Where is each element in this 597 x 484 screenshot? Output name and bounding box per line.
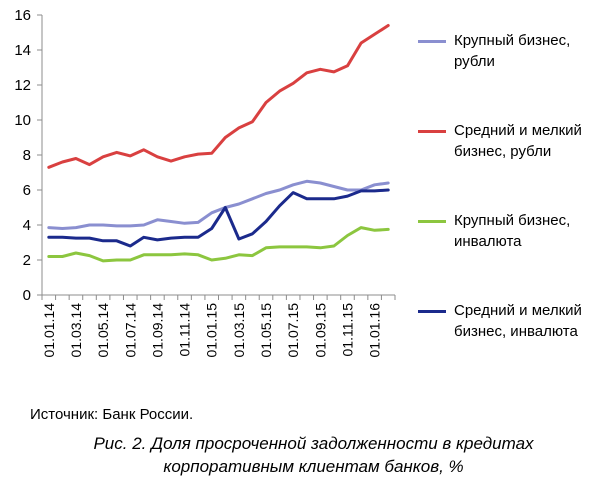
x-tick-label: 01.01.15 xyxy=(204,303,220,358)
legend-label-line: Средний и мелкий xyxy=(454,302,582,319)
x-tick-label: 01.11.14 xyxy=(177,303,193,357)
legend-label-large-rub: Крупный бизнес, рубли xyxy=(454,30,594,72)
x-tick-label: 01.07.15 xyxy=(285,303,301,358)
series-line-large-fx xyxy=(47,226,390,263)
x-tick-label: 01.09.15 xyxy=(312,303,328,358)
caption-line: Рис. 2. Доля просроченной задолженности … xyxy=(93,434,534,453)
x-tick-label: 01.09.14 xyxy=(149,303,165,358)
x-tick-label: 01.11.15 xyxy=(339,303,355,357)
y-tick-label: 10 xyxy=(14,112,31,129)
y-tick-label: 2 xyxy=(23,252,31,269)
series-line-sme-fx xyxy=(47,188,390,248)
legend-swatch-sme-rub xyxy=(418,130,446,133)
legend-label-sme-fx: Средний и мелкий бизнес, инвалюта xyxy=(454,300,594,342)
x-tick-label: 01.01.14 xyxy=(41,303,57,358)
y-tick-label: 14 xyxy=(14,42,31,59)
legend-swatch-large-fx xyxy=(418,220,446,223)
legend-label-line: Крупный бизнес, xyxy=(454,32,571,49)
legend-swatch-large-rub xyxy=(418,40,446,43)
legend-label-large-fx: Крупный бизнес, инвалюта xyxy=(454,210,594,252)
legend-label-line: бизнес, рубли xyxy=(454,143,552,160)
chart: 0 2 4 6 8 10 12 14 16 01.01.14 01.03.14 01.05.14 01.… xyxy=(14,7,396,358)
source-note: Источник: Банк России. xyxy=(30,406,194,423)
y-tick-label: 8 xyxy=(23,147,31,164)
x-tick-label: 01.03.14 xyxy=(68,303,84,358)
figure-caption: Рис. 2. Доля просроченной задолженности … xyxy=(30,432,597,478)
y-tick-label: 16 xyxy=(14,7,31,24)
legend-label-line: Средний и мелкий xyxy=(454,122,582,139)
x-tick-label: 01.07.14 xyxy=(122,303,138,358)
legend-label-line: рубли xyxy=(454,53,495,70)
series-line-large-rub xyxy=(47,179,390,230)
legend-label-sme-rub: Средний и мелкий бизнес, рубли xyxy=(454,120,594,162)
y-tick-label: 6 xyxy=(23,182,31,199)
legend-swatch-sme-fx xyxy=(418,310,446,313)
series-line-sme-rub xyxy=(47,24,390,169)
x-tick-label: 01.05.15 xyxy=(258,303,274,358)
x-tick-label: 01.05.14 xyxy=(95,303,111,358)
x-tick-label: 01.03.15 xyxy=(231,303,247,358)
legend-label-line: инвалюта xyxy=(454,233,522,250)
x-tick-label: 01.01.16 xyxy=(367,303,383,358)
y-tick-label: 0 xyxy=(23,287,31,304)
y-tick-label: 12 xyxy=(14,77,31,94)
y-tick-label: 4 xyxy=(23,217,31,234)
caption-line: корпоративным клиентам банков, % xyxy=(163,457,464,476)
legend-label-line: бизнес, инвалюта xyxy=(454,323,578,340)
legend-label-line: Крупный бизнес, xyxy=(454,212,571,229)
